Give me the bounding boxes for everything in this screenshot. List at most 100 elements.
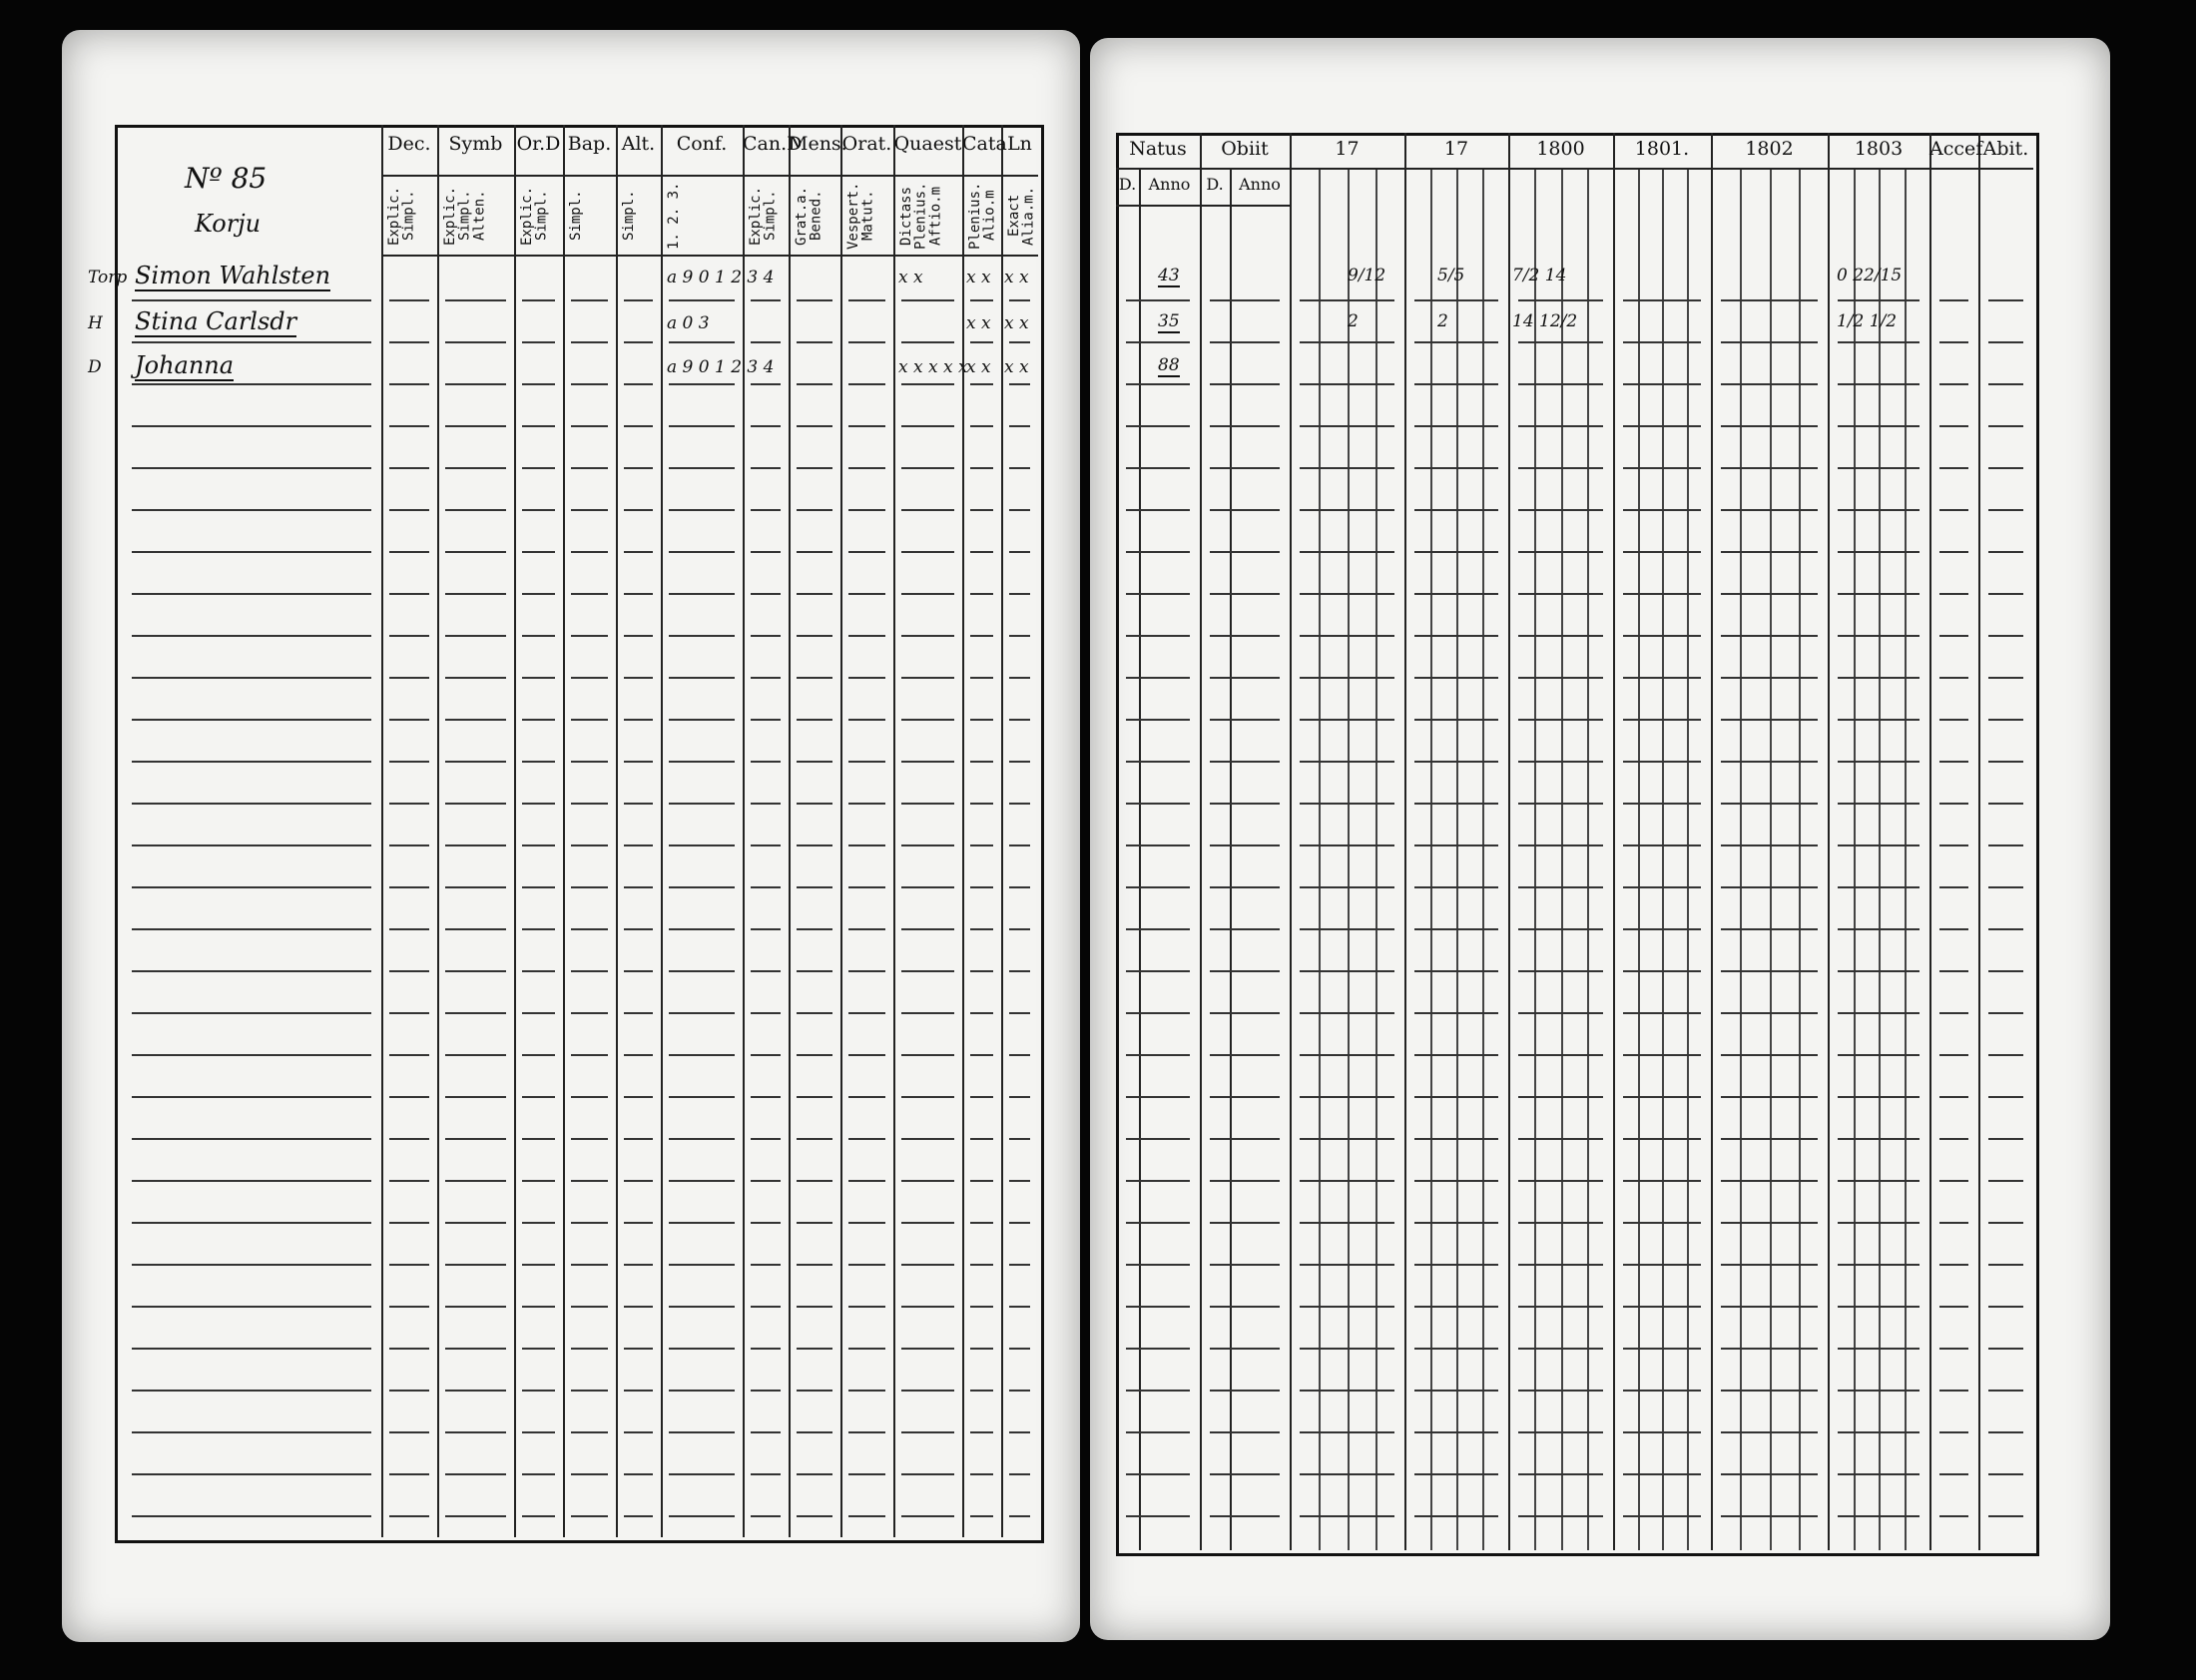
row-dash xyxy=(797,299,832,301)
row-dash xyxy=(848,886,885,888)
column-header: Can.D xyxy=(743,133,803,155)
row-dash xyxy=(1939,425,1968,427)
row-dash xyxy=(901,1264,954,1266)
row-dash xyxy=(1623,1431,1701,1433)
row-dash xyxy=(797,1012,832,1014)
row-dash xyxy=(1414,467,1498,469)
row-dash xyxy=(1300,425,1394,427)
row-dash xyxy=(1939,1222,1968,1224)
row-dash xyxy=(751,1222,781,1224)
row-dash xyxy=(1414,677,1498,679)
entry-1800: 14 12/2 xyxy=(1512,311,1578,331)
row-dash xyxy=(901,551,954,553)
confirmation-marks: a 0 3 xyxy=(667,313,710,333)
row-dash xyxy=(445,761,506,763)
row-dash xyxy=(669,803,735,805)
row-line xyxy=(132,383,371,385)
row-dash xyxy=(1988,1012,2023,1014)
row-dash xyxy=(1939,1180,1968,1182)
column-subheader: Explic. Simpl. Alten. xyxy=(442,186,488,246)
row-dash xyxy=(848,1348,885,1350)
row-dash xyxy=(751,1012,781,1014)
quaest-marks: x x xyxy=(898,268,923,287)
row-dash xyxy=(624,803,653,805)
row-dash xyxy=(522,844,555,846)
row-dash xyxy=(1838,467,1920,469)
row-dash xyxy=(669,551,735,553)
column-divider xyxy=(1978,133,1980,1550)
row-dash xyxy=(1988,593,2023,595)
row-dash xyxy=(1623,1180,1701,1182)
row-dash xyxy=(522,1390,555,1392)
row-dash xyxy=(1518,803,1603,805)
row-dash xyxy=(1518,970,1603,972)
row-dash xyxy=(970,1180,993,1182)
row-dash xyxy=(797,509,832,511)
row-dash xyxy=(797,1348,832,1350)
row-dash xyxy=(848,1390,885,1392)
row-dash xyxy=(901,1390,954,1392)
row-dash xyxy=(522,1264,555,1266)
column-header: Or.D xyxy=(516,133,561,155)
row-dash xyxy=(624,551,653,553)
row-dash xyxy=(1623,1264,1701,1266)
row-dash xyxy=(901,928,954,930)
year-subcolumn xyxy=(1637,170,1640,1550)
row-dash xyxy=(751,970,781,972)
row-dash xyxy=(1518,1473,1603,1475)
row-dash xyxy=(1126,1222,1190,1224)
row-dash xyxy=(1518,425,1603,427)
row-dash xyxy=(389,1390,429,1392)
row-dash xyxy=(848,467,885,469)
row-dash xyxy=(1414,1264,1498,1266)
row-dash xyxy=(522,1012,555,1014)
row-dash xyxy=(751,425,781,427)
row-dash xyxy=(1126,383,1190,385)
row-dash xyxy=(1210,1515,1280,1517)
row-dash xyxy=(1721,635,1818,637)
column-subheader: Exact Alia.m. xyxy=(1006,186,1037,246)
row-dash xyxy=(848,635,885,637)
row-dash xyxy=(1009,1431,1030,1433)
row-line xyxy=(132,1306,371,1308)
year-subcolumn xyxy=(1456,170,1458,1550)
row-dash xyxy=(1721,719,1818,721)
row-dash xyxy=(1518,1431,1603,1433)
row-dash xyxy=(1623,886,1701,888)
row-dash xyxy=(1838,635,1920,637)
row-dash xyxy=(1518,844,1603,846)
row-dash xyxy=(624,886,653,888)
year-header: 1803 xyxy=(1854,138,1904,160)
row-dash xyxy=(797,719,832,721)
row-line xyxy=(132,341,371,343)
column-header: Ln xyxy=(1007,133,1032,155)
row-dash xyxy=(389,1306,429,1308)
row-dash xyxy=(445,593,506,595)
row-dash xyxy=(1126,1348,1190,1350)
year-header: Natus xyxy=(1129,138,1187,160)
row-dash xyxy=(848,928,885,930)
row-dash xyxy=(389,551,429,553)
row-dash xyxy=(571,1515,608,1517)
row-dash xyxy=(1721,928,1818,930)
row-line xyxy=(132,467,371,469)
row-line xyxy=(132,1431,371,1433)
row-dash xyxy=(1939,886,1968,888)
column-divider xyxy=(661,125,663,1537)
row-dash xyxy=(624,509,653,511)
row-dash xyxy=(1988,425,2023,427)
row-dash xyxy=(445,1264,506,1266)
column-divider xyxy=(1929,133,1931,1550)
row-dash xyxy=(1414,1012,1498,1014)
row-dash xyxy=(624,1096,653,1098)
row-line xyxy=(132,509,371,511)
row-dash xyxy=(1623,1222,1701,1224)
row-dash xyxy=(1414,1306,1498,1308)
row-dash xyxy=(1300,1054,1394,1056)
row-line xyxy=(132,1180,371,1182)
row-dash xyxy=(624,1431,653,1433)
row-dash xyxy=(445,1222,506,1224)
row-dash xyxy=(751,677,781,679)
row-dash xyxy=(1623,677,1701,679)
